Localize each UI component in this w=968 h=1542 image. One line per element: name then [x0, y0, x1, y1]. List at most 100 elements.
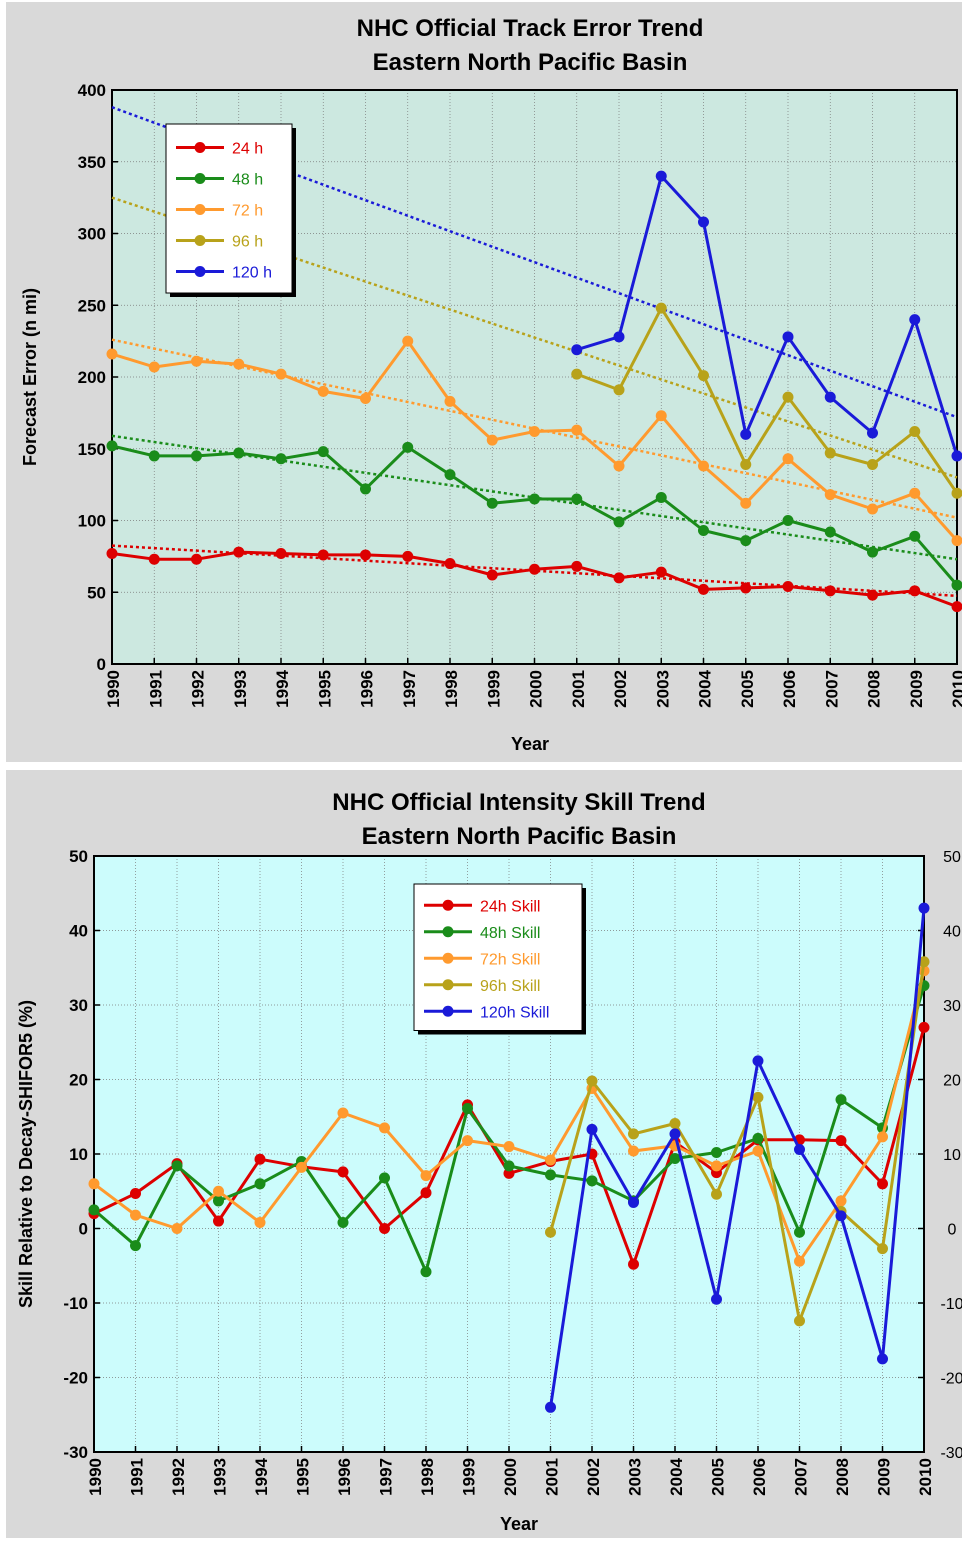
data-point [740, 582, 752, 594]
data-point [275, 453, 287, 465]
track-error-chart-panel: NHC Official Track Error Trend Eastern No… [6, 2, 962, 762]
data-point [782, 581, 794, 593]
data-point [571, 424, 583, 436]
y-tick-label-right: 0 [948, 1222, 957, 1239]
data-point [360, 393, 371, 405]
data-point [586, 1175, 598, 1187]
data-point [698, 460, 709, 472]
data-point [379, 1172, 390, 1184]
series-120-h [571, 170, 962, 462]
data-point [655, 170, 667, 182]
intensity-skill-chart-panel: NHC Official Intensity Skill Trend Easter… [6, 770, 962, 1538]
y-axis-label: Forecast Error (n mi) [20, 288, 40, 466]
data-point [571, 493, 583, 505]
data-point [171, 1160, 183, 1172]
series-24-h [106, 546, 962, 613]
data-point [877, 1353, 888, 1365]
x-axis-label: Year [500, 1514, 538, 1534]
legend-label: 120 h [232, 265, 272, 282]
data-point [867, 503, 878, 515]
data-point [462, 1135, 473, 1147]
x-tick-label: 1995 [315, 670, 334, 708]
y-tick-label: 50 [69, 847, 88, 866]
y-tick-label: 200 [78, 368, 106, 387]
legend: 24h Skill 48h Skill 72h Skill 96h Skill 120h… [413, 883, 586, 1035]
data-point [545, 1401, 556, 1413]
legend-label: 96 h [232, 234, 263, 251]
data-point [191, 450, 202, 462]
legend-marker [194, 204, 206, 215]
x-tick-label: 1997 [400, 670, 419, 708]
data-point [233, 447, 245, 459]
data-point [669, 1117, 681, 1129]
y-tick-label: 30 [69, 996, 88, 1015]
data-point [462, 1103, 473, 1115]
series-line [576, 174, 959, 457]
series-48-h [106, 440, 962, 591]
data-point [740, 459, 752, 471]
data-point [337, 1166, 349, 1178]
data-point [486, 569, 498, 581]
data-point [130, 1240, 141, 1252]
data-point [824, 391, 836, 403]
data-point [233, 358, 245, 370]
legend-marker [442, 979, 454, 991]
x-tick-label: 2005 [709, 1458, 728, 1496]
data-point [835, 1094, 847, 1106]
data-point [148, 361, 160, 373]
legend-label: 24 h [232, 141, 263, 158]
data-point [951, 535, 962, 547]
data-point [655, 566, 667, 578]
data-point [698, 370, 709, 382]
data-point [628, 1258, 639, 1270]
x-tick-label: 1997 [377, 1458, 396, 1496]
data-point [740, 428, 752, 440]
chart-title: NHC Official Intensity Skill Trend [332, 789, 705, 816]
y-axis-label: Skill Relative to Decay-SHIFOR5 (%) [16, 1000, 36, 1308]
legend: 24 h 48 h 72 h 96 h 120 h [165, 123, 296, 297]
data-point [909, 585, 921, 597]
data-point [877, 1243, 888, 1255]
track-error-chart: NHC Official Track Error Trend Eastern No… [20, 15, 962, 754]
x-tick-label: 1991 [128, 1458, 147, 1496]
legend-label: 72 h [232, 203, 263, 220]
data-point [571, 560, 583, 572]
data-point [951, 450, 962, 462]
data-point [503, 1141, 515, 1153]
x-tick-label: 2007 [792, 1458, 811, 1496]
data-point [951, 487, 962, 499]
legend-marker [194, 142, 206, 153]
x-tick-label: 1996 [335, 1458, 354, 1496]
chart-subtitle: Eastern North Pacific Basin [362, 823, 677, 850]
x-tick-label: 2000 [527, 670, 546, 708]
data-point [191, 355, 202, 367]
data-point [317, 446, 329, 458]
chart-title: NHC Official Track Error Trend [357, 15, 704, 42]
data-point [130, 1187, 141, 1199]
data-point [824, 447, 836, 459]
data-point [711, 1147, 722, 1159]
legend-label: 72h Skill [480, 951, 540, 968]
y-tick-label: 150 [78, 440, 106, 459]
data-point [586, 1075, 598, 1087]
data-point [420, 1187, 432, 1199]
data-point [503, 1160, 515, 1172]
legend-label: 48h Skill [480, 925, 540, 942]
data-point [337, 1217, 349, 1229]
data-point [444, 395, 456, 407]
x-tick-label: 2007 [822, 670, 841, 708]
x-tick-label: 1993 [211, 1458, 230, 1496]
x-axis-label: Year [511, 734, 549, 754]
series-line [576, 306, 959, 495]
data-point [130, 1209, 141, 1221]
data-point [106, 440, 118, 452]
y-tick-label: 100 [78, 512, 106, 531]
data-point [254, 1217, 266, 1229]
data-point [444, 558, 456, 570]
data-point [794, 1226, 805, 1238]
data-point [317, 385, 329, 397]
y-tick-label-right: 10 [943, 1147, 961, 1164]
legend-label: 24h Skill [480, 898, 540, 915]
x-tick-label: 2005 [738, 670, 757, 708]
series-120h-skill [545, 902, 930, 1413]
